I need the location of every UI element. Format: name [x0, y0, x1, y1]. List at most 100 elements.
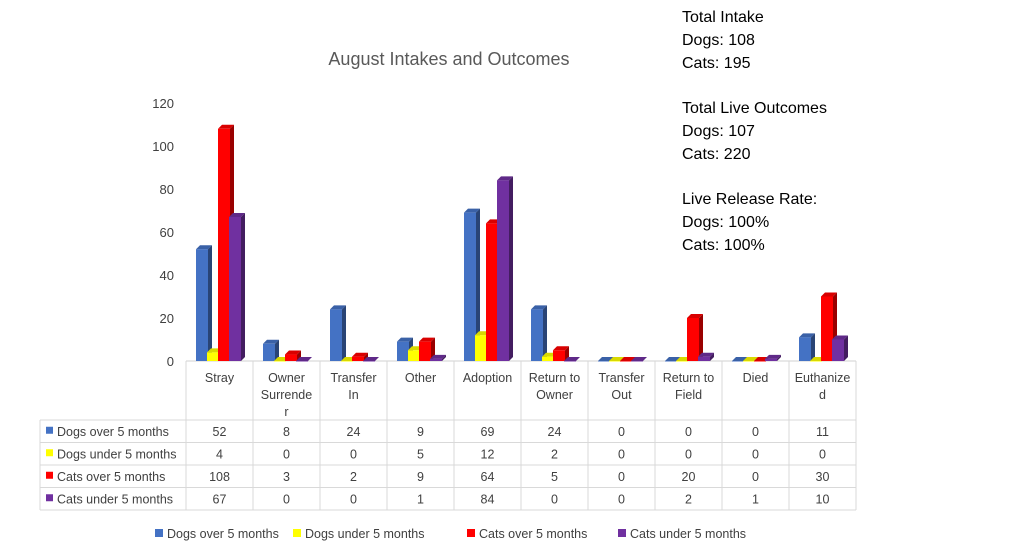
release-rate-title: Live Release Rate:	[682, 191, 818, 208]
category-label: Other	[405, 371, 436, 385]
table-cell: 24	[347, 425, 361, 439]
bar	[631, 361, 643, 362]
bar	[687, 318, 699, 361]
bar-side	[241, 212, 245, 361]
bar	[676, 361, 688, 362]
intake-cats: Cats: 195	[682, 55, 751, 72]
bar-top	[330, 305, 346, 310]
bar-top	[196, 245, 212, 250]
y-tick-label: 20	[160, 311, 174, 326]
bar-side	[342, 305, 346, 361]
table-cell: 0	[618, 492, 625, 506]
legend-label: Dogs under 5 months	[305, 527, 425, 541]
bar	[207, 352, 219, 361]
bar-top	[464, 208, 480, 213]
table-cell: 0	[752, 447, 759, 461]
table-cell: 0	[618, 425, 625, 439]
bar-side	[777, 354, 781, 361]
bar	[821, 296, 833, 361]
category-label: Transfer	[330, 371, 376, 385]
bar-side	[476, 208, 480, 361]
bar	[341, 361, 353, 362]
category-label: In	[348, 388, 358, 402]
table-cell: 0	[752, 470, 759, 484]
table-cell: 12	[481, 447, 495, 461]
bar	[475, 335, 487, 361]
category-label: Euthanize	[795, 371, 851, 385]
legend-label: Cats over 5 months	[479, 527, 587, 541]
legend-key	[155, 529, 163, 537]
bar	[263, 343, 275, 361]
bar-side	[208, 245, 212, 361]
table-cell: 69	[481, 425, 495, 439]
row-legend-key	[46, 471, 53, 479]
category-label: Adoption	[463, 371, 512, 385]
live-outcomes-cats: Cats: 220	[682, 146, 751, 163]
table-cell: 64	[481, 470, 495, 484]
table-cell: 67	[213, 492, 227, 506]
bar-top	[832, 335, 848, 340]
bar-side	[543, 305, 547, 361]
summary-stats: Total Intake Dogs: 108 Cats: 195 Total L…	[682, 6, 1022, 257]
row-legend-key	[46, 449, 53, 457]
bar-top	[631, 357, 647, 361]
bar	[732, 361, 744, 362]
category-label: Transfer	[598, 371, 644, 385]
category-label: r	[284, 405, 288, 419]
table-cell: 9	[417, 470, 424, 484]
intake-dogs: Dogs: 108	[682, 32, 755, 49]
bar-top	[218, 124, 234, 129]
row-legend-key	[46, 426, 53, 434]
legend-key	[467, 529, 475, 537]
category-label: Return to	[663, 371, 714, 385]
category-label: Field	[675, 388, 702, 402]
table-cell: 0	[752, 425, 759, 439]
bar	[408, 350, 420, 361]
bar	[196, 249, 208, 361]
legend: Dogs over 5 months Dogs under 5 months Cat…	[155, 527, 746, 541]
table-cell: 0	[350, 492, 357, 506]
bar-side	[297, 350, 301, 361]
release-rate-dogs: Dogs: 100%	[682, 214, 770, 231]
table-cell: 0	[283, 447, 290, 461]
table-cell: 30	[816, 470, 830, 484]
bar	[698, 356, 710, 361]
legend-key	[618, 529, 626, 537]
bar-top	[799, 333, 815, 338]
bar-top	[363, 357, 379, 361]
bar-top	[564, 357, 580, 361]
bar-top	[229, 212, 245, 217]
bar-top	[263, 339, 279, 344]
bar	[564, 361, 576, 362]
bar-top	[698, 352, 714, 357]
category-label: Owner	[536, 388, 573, 402]
table-cell: 9	[417, 425, 424, 439]
y-tick-label: 60	[160, 225, 174, 240]
bar-top	[296, 357, 312, 361]
bar-top	[765, 354, 781, 359]
table-cell: 108	[209, 470, 230, 484]
table-cell: 0	[685, 425, 692, 439]
table-cell: 5	[551, 470, 558, 484]
bar	[486, 223, 498, 361]
bar	[531, 309, 543, 361]
table-cell: 1	[417, 492, 424, 506]
bar-top	[497, 176, 513, 181]
bar-top	[821, 292, 837, 297]
table-cell: 0	[618, 470, 625, 484]
bar	[620, 361, 632, 362]
category-label: Stray	[205, 371, 235, 385]
table-cell: 24	[548, 425, 562, 439]
bar-side	[710, 352, 714, 361]
bar-side	[509, 176, 513, 361]
bar	[363, 361, 375, 362]
table-cell: 3	[283, 470, 290, 484]
table-cell: 20	[682, 470, 696, 484]
bar	[464, 212, 476, 361]
bar-top	[687, 314, 703, 318]
bar	[765, 358, 777, 361]
bar-top	[419, 337, 435, 342]
table-cell: 10	[816, 492, 830, 506]
y-tick-label: 0	[167, 354, 174, 369]
